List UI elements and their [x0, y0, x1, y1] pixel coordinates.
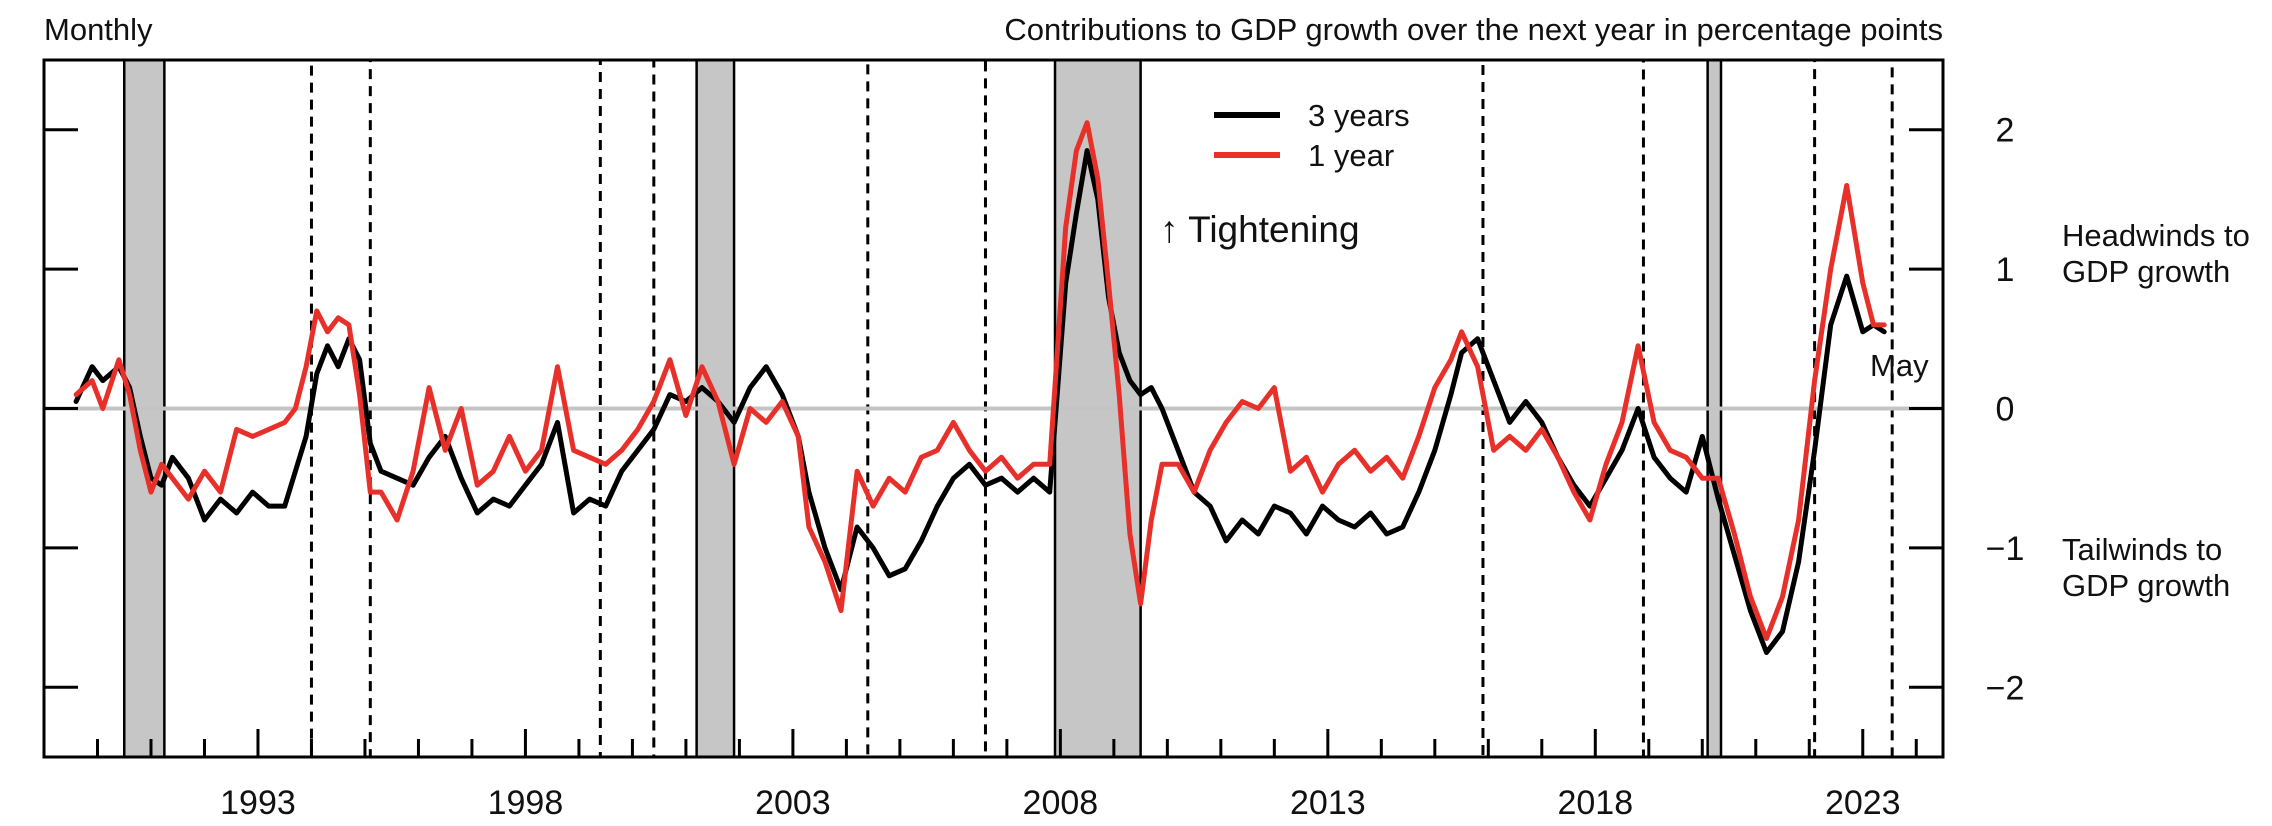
legend-label-1-year: 1 year [1308, 138, 1394, 173]
frequency-label: Monthly [44, 12, 153, 47]
y-tick-label-4: −2 [1986, 669, 2025, 707]
y-tick-label-0: 2 [1996, 112, 2015, 150]
series-line-1 [73, 120, 1887, 641]
chart-title: Contributions to GDP growth over the nex… [1004, 12, 1943, 47]
end-date-label: May [1870, 348, 1929, 383]
y-tick-label-1: 1 [1996, 251, 2015, 289]
headwinds-label-line2: GDP growth [2062, 254, 2230, 289]
y-tick-label-3: −1 [1986, 530, 2025, 568]
x-tick-label-5: 2018 [1557, 784, 1633, 822]
headwinds-label-line1: Headwinds to [2062, 218, 2250, 253]
y-tick-label-2: 0 [1996, 391, 2015, 429]
x-tick-labels: 1993 1998 2003 2008 2013 2018 2023 [220, 784, 1900, 822]
legend-label-3-years: 3 years [1308, 98, 1410, 133]
tailwinds-label-line2: GDP growth [2062, 568, 2230, 603]
series-line-0 [73, 148, 1887, 655]
tailwinds-label-line1: Tailwinds to [2062, 532, 2222, 567]
axis-ticks [42, 128, 1943, 757]
x-tick-label-4: 2013 [1290, 784, 1366, 822]
tightening-annotation: ↑ Tightening [1160, 209, 1360, 250]
x-tick-label-2: 2003 [755, 784, 831, 822]
legend: 3 years 1 year [1214, 98, 1410, 173]
x-tick-label-0: 1993 [220, 784, 296, 822]
x-tick-label-3: 2008 [1023, 784, 1099, 822]
x-tick-label-1: 1998 [488, 784, 564, 822]
y-tick-labels: 2 1 0 −1 −2 [1986, 112, 2025, 708]
series-lines [73, 120, 1887, 655]
x-tick-label-6: 2023 [1825, 784, 1901, 822]
